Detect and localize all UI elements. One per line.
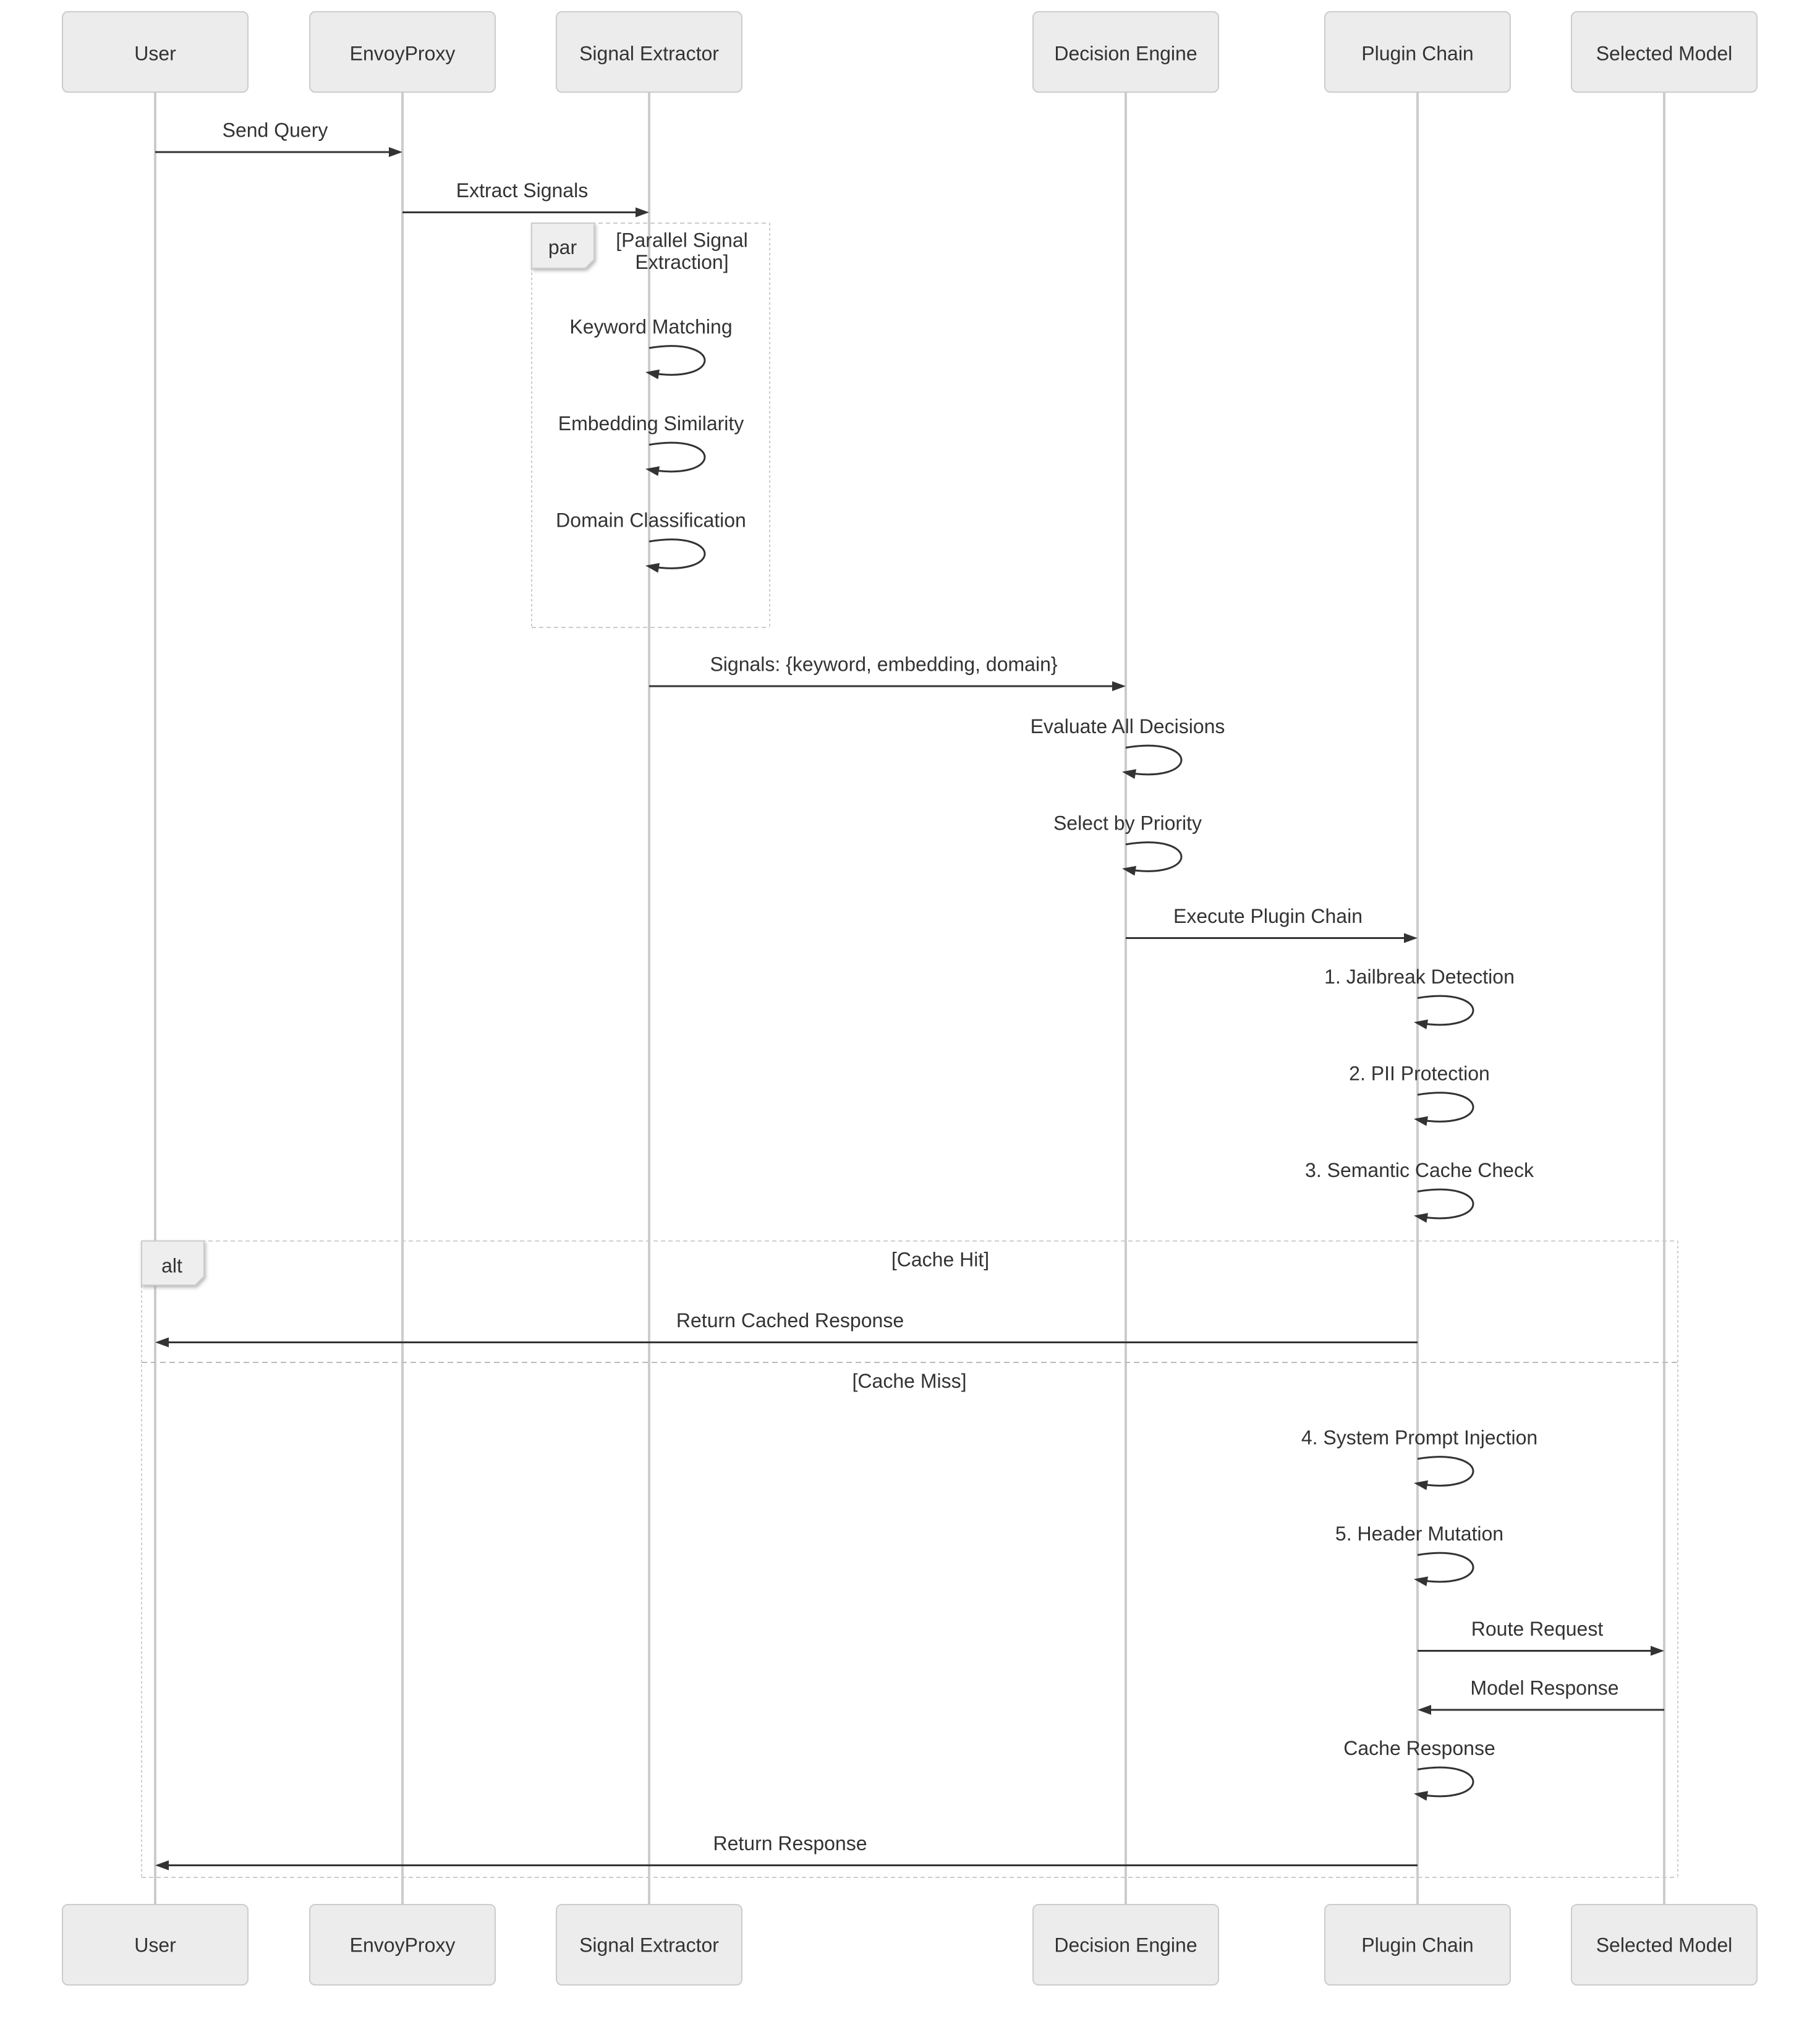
svg-text:Selected Model: Selected Model bbox=[1596, 43, 1733, 65]
svg-text:User: User bbox=[134, 43, 176, 65]
svg-text:Model Response: Model Response bbox=[1470, 1677, 1618, 1699]
svg-text:3. Semantic Cache Check: 3. Semantic Cache Check bbox=[1305, 1159, 1534, 1181]
svg-text:Domain Classification: Domain Classification bbox=[556, 509, 746, 532]
svg-text:[Parallel Signal: [Parallel Signal bbox=[616, 229, 747, 252]
svg-text:Extraction]: Extraction] bbox=[635, 251, 728, 273]
svg-text:Embedding Similarity: Embedding Similarity bbox=[558, 412, 744, 435]
svg-text:Signal Extractor: Signal Extractor bbox=[579, 1934, 719, 1956]
svg-text:[Cache Hit]: [Cache Hit] bbox=[891, 1249, 989, 1271]
svg-text:Plugin Chain: Plugin Chain bbox=[1361, 1934, 1473, 1956]
svg-text:alt: alt bbox=[161, 1255, 182, 1277]
svg-text:Execute Plugin Chain: Execute Plugin Chain bbox=[1173, 905, 1363, 927]
svg-text:Send Query: Send Query bbox=[223, 119, 328, 142]
svg-text:2. PII Protection: 2. PII Protection bbox=[1349, 1063, 1490, 1085]
svg-text:Signal Extractor: Signal Extractor bbox=[579, 43, 719, 65]
svg-text:1. Jailbreak Detection: 1. Jailbreak Detection bbox=[1324, 966, 1515, 988]
svg-text:Decision Engine: Decision Engine bbox=[1054, 1934, 1197, 1956]
svg-text:Route Request: Route Request bbox=[1471, 1618, 1604, 1640]
svg-text:Return Cached Response: Return Cached Response bbox=[676, 1309, 904, 1332]
svg-text:Keyword Matching: Keyword Matching bbox=[569, 316, 732, 338]
svg-text:Cache Response: Cache Response bbox=[1343, 1737, 1495, 1759]
svg-text:Signals: {keyword, embedding,: Signals: {keyword, embedding, domain} bbox=[710, 653, 1057, 676]
svg-text:User: User bbox=[134, 1934, 176, 1956]
svg-text:EnvoyProxy: EnvoyProxy bbox=[350, 1934, 456, 1956]
svg-text:par: par bbox=[548, 236, 577, 258]
svg-text:4. System Prompt Injection: 4. System Prompt Injection bbox=[1301, 1427, 1537, 1449]
svg-text:Selected Model: Selected Model bbox=[1596, 1934, 1733, 1956]
svg-text:Select by Priority: Select by Priority bbox=[1053, 812, 1202, 835]
svg-text:Plugin Chain: Plugin Chain bbox=[1361, 43, 1473, 65]
svg-text:Evaluate All Decisions: Evaluate All Decisions bbox=[1031, 715, 1225, 737]
svg-text:[Cache Miss]: [Cache Miss] bbox=[853, 1370, 967, 1392]
svg-text:Return Response: Return Response bbox=[713, 1832, 867, 1854]
svg-text:EnvoyProxy: EnvoyProxy bbox=[350, 43, 456, 65]
svg-text:Extract Signals: Extract Signals bbox=[456, 179, 588, 202]
svg-text:Decision Engine: Decision Engine bbox=[1054, 43, 1197, 65]
svg-text:5. Header Mutation: 5. Header Mutation bbox=[1335, 1523, 1503, 1545]
